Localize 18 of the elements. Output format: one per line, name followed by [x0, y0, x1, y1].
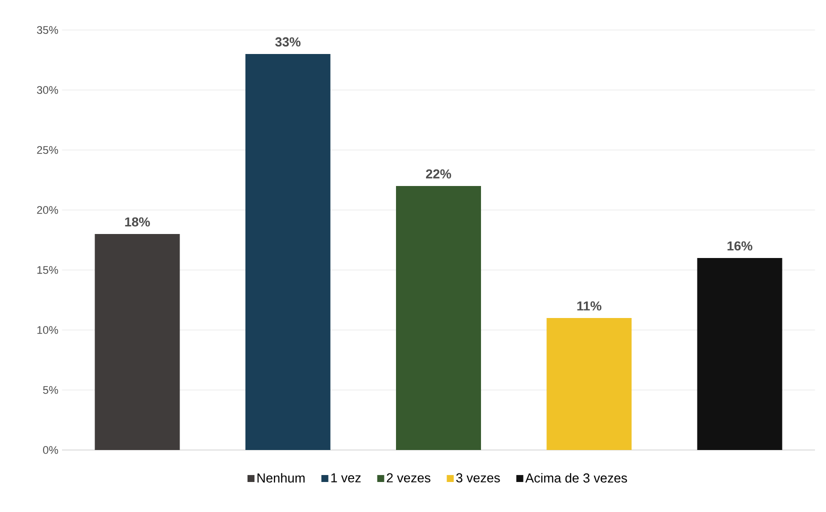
y-tick-label: 10%	[37, 326, 58, 334]
legend-label: 2 vezes	[386, 473, 430, 482]
legend-label: 3 vezes	[456, 473, 500, 482]
y-tick-label: 5%	[43, 386, 58, 394]
legend-label: Acima de 3 vezes	[525, 473, 628, 483]
data-label: 11%	[577, 301, 602, 310]
data-label: 33%	[275, 37, 301, 46]
y-tick-label: 35%	[36, 26, 58, 34]
data-label: 18%	[125, 217, 150, 226]
y-tick-label: 25%	[37, 146, 58, 154]
legend-label: Nenhum	[258, 473, 305, 483]
y-tick-label: 0%	[43, 446, 58, 454]
y-tick-label: 15%	[37, 266, 58, 274]
y-tick-label: 20%	[37, 206, 58, 214]
y-tick-label: 30%	[36, 86, 58, 94]
data-label: 22%	[426, 169, 452, 178]
legend-label: 1 vez	[331, 473, 361, 482]
data-label: 16%	[728, 241, 752, 250]
